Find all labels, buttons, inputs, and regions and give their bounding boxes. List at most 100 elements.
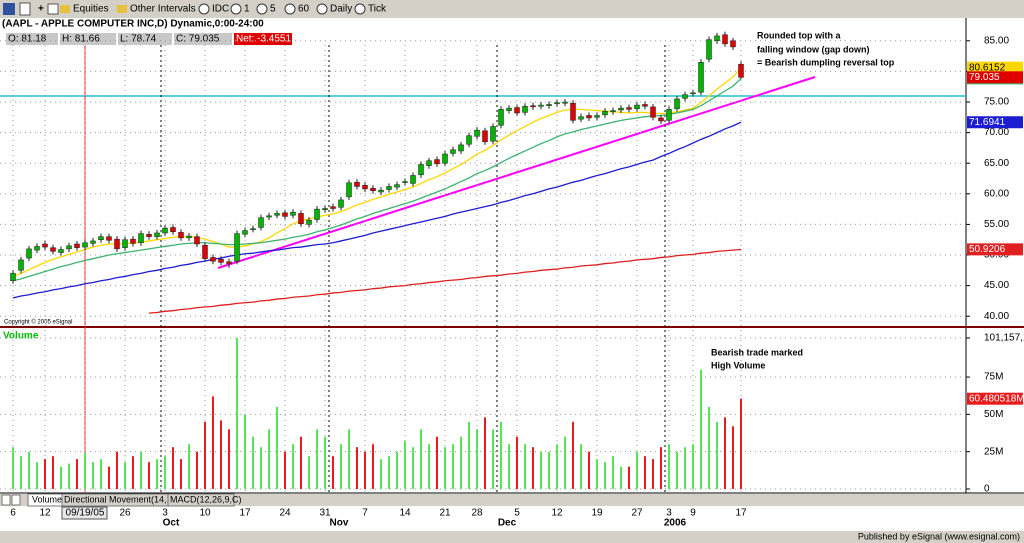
volume-bar [476,429,478,489]
candle-body [650,106,656,118]
candle-body [314,208,320,220]
volume-bar [308,456,310,489]
y-tick-label: 75M [984,372,1003,383]
scroll-right[interactable] [11,494,21,506]
cursor-date-box [61,506,108,520]
toolbar-item[interactable]: Equities [73,4,109,15]
volume-bar [668,444,670,489]
toolbar-item[interactable]: IDC [212,4,229,15]
volume-bar [428,444,430,489]
candle-body [682,94,688,99]
candle-body [330,206,336,209]
y-tick-label: 45.00 [984,280,1009,291]
candle-body [706,39,712,60]
candle-body [354,181,360,187]
toolbar-item[interactable]: 1 [244,4,250,15]
annotation: falling window (gap down) [757,44,869,54]
candle-body [546,104,552,106]
candle-body [34,246,40,251]
moving-average [12,121,742,299]
ohlc-high: H: 81.66 [62,34,100,45]
candle-body [42,243,48,248]
toolbar-item[interactable]: Other Intervals [130,4,196,15]
volume-bar [92,462,94,489]
candle-body [410,175,416,184]
toolbar-item[interactable]: Daily [330,4,352,15]
candle-body [338,199,344,208]
candle-body [674,98,680,109]
volume-bar [628,466,630,489]
volume-bar [292,444,294,489]
scroll-left[interactable] [1,494,11,506]
candle-body [554,102,560,105]
x-tick-label: 17 [239,508,251,519]
volume-bar [212,396,214,489]
candle-body [250,228,256,230]
candle-body [498,109,504,126]
tab-label[interactable]: MACD(12,26,9,C) [170,494,242,504]
candle-body [122,239,128,248]
annotation: = Bearish dumpling reversal top [757,57,895,67]
candle-body [106,236,112,241]
x-tick-label: 19 [591,508,603,519]
tab-label[interactable]: Volume [32,494,62,504]
close-value-label: 79.035 [969,72,1000,83]
toolbar-item[interactable]: 60 [298,4,310,15]
tab-label[interactable]: Directional Movement(14,14) [64,494,180,504]
toolbar-icon[interactable] [47,3,59,15]
tab[interactable] [167,493,235,507]
candle-body [138,233,144,244]
toolbar-item[interactable]: 5 [270,4,276,15]
candle-body [370,188,376,191]
candle-body [658,117,664,122]
candle-body [530,105,536,108]
candle-body [618,107,624,111]
annotation: High Volume [711,360,765,370]
ohlc-box [6,33,58,45]
volume-bar [396,451,398,489]
volume-bar [436,436,438,489]
x-tick-label: 3 [162,508,168,519]
candle-body [226,261,232,264]
toolbar-icon[interactable] [3,3,15,15]
volume-bar [36,462,38,489]
candle-body [738,63,744,78]
candle-body [210,257,216,262]
x-tick-label: 5 [514,508,520,519]
volume-bar [132,456,134,489]
volume-bar [652,459,654,489]
volume-bar [180,459,182,489]
candle-body [418,164,424,176]
volume-bar [156,459,158,489]
candle-body [50,247,56,252]
y-tick-label: 101,157,126 [984,333,1024,344]
volume-bar [556,444,558,489]
y-tick-label: 85.00 [984,35,1009,46]
y-tick-label: 70.00 [984,127,1009,138]
candle-body [282,212,288,217]
volume-bar [172,447,174,489]
candle-body [402,181,408,183]
candle-body [522,106,528,113]
overlay-value-label: 80.6152 [969,62,1006,73]
toolbar-icon[interactable]: + [38,4,44,15]
volume-bar [68,463,70,489]
candle-body [490,126,496,142]
candle-body [306,219,312,225]
candle-body [570,102,576,121]
moving-average [12,77,742,282]
month-label: Nov [330,518,349,529]
toolbar-icon[interactable] [19,2,31,16]
toolbar-item[interactable]: Tick [368,4,387,15]
x-tick-label: 3 [666,508,672,519]
candle-body [730,40,736,48]
y-tick-label: 75.00 [984,97,1009,108]
volume-bar [356,447,358,489]
moving-average [148,248,742,314]
x-tick-label: 31 [319,508,331,519]
volume-bar [148,462,150,489]
candle-body [170,227,176,233]
volume-bar [404,441,406,489]
x-tick-label: 14 [399,508,411,519]
volume-bar [412,447,414,489]
